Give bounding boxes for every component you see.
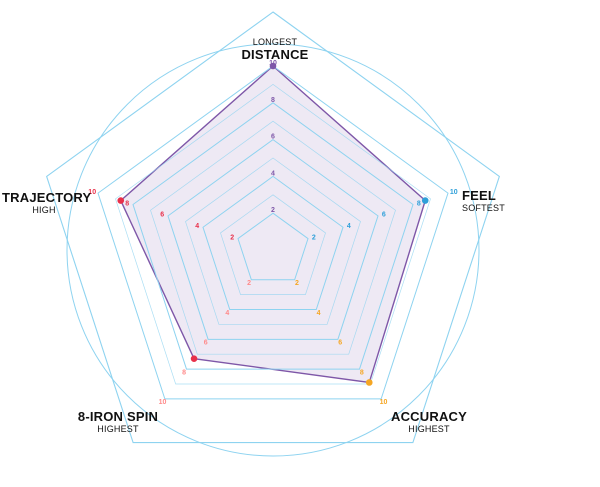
tick-label-trajectory-4: 4 [195,223,199,230]
outer-frame-circle [66,43,480,457]
tick-label-trajectory-2: 2 [230,234,234,241]
axis-label-accuracy: ACCURACY HIGHEST [384,409,474,434]
tick-label-feel-4: 4 [347,223,351,230]
tick-label-feel-2: 2 [312,234,316,241]
grid-ring-7 [150,120,396,355]
tick-label-accuracy-2: 2 [295,280,299,287]
tick-label-8-iron-spin-10: 10 [159,399,167,406]
axis-sub-8iron-spin: HIGHEST [97,424,139,434]
axis-label-feel: FEEL SOFTEST [462,188,505,213]
tick-label-accuracy-4: 4 [317,310,321,317]
tick-label-feel-6: 6 [382,212,386,219]
axis-name-8iron-spin: 8-IRON SPIN [77,409,159,424]
grid-ring-6 [167,138,379,340]
tick-label-accuracy-8: 8 [360,369,364,376]
outer-frame-pentagon [46,11,500,444]
axis-name-distance: DISTANCE [241,47,309,62]
tick-label-distance-6: 6 [271,134,275,141]
axis-name-accuracy: ACCURACY [391,409,467,424]
axis-sub-accuracy: HIGHEST [408,424,450,434]
tick-label-accuracy-10: 10 [380,399,388,406]
axis-label-trajectory: TRAJECTORY HIGH [2,190,92,215]
axis-name-feel: FEEL [462,188,497,203]
grid-ring-4 [202,175,344,311]
data-point-trajectory [117,197,125,204]
tick-label-distance-2: 2 [271,207,275,214]
tick-label-feel-10: 10 [450,189,458,196]
data-point-distance [269,62,277,70]
grid-ring-8 [132,102,414,370]
grid-ring-9 [115,83,431,385]
grid-ring-2 [237,212,309,281]
tick-label-8-iron-spin-6: 6 [204,340,208,347]
axis-name-trajectory: TRAJECTORY [2,190,92,205]
axis-sub-feel: SOFTEST [462,203,505,213]
series-area [120,65,426,384]
data-point-accuracy [365,379,373,386]
data-point-feel [421,197,429,204]
data-point-8-iron-spin [190,355,198,362]
axis-sub-distance: LONGEST [252,37,298,47]
axis-sub-trajectory: HIGH [32,205,56,215]
tick-label-feel-8: 8 [417,200,421,207]
grid-ring-3 [220,194,326,296]
axis-label-8iron-spin: 8-IRON SPIN HIGHEST [68,409,168,434]
axis-label-distance: LONGEST DISTANCE [230,37,320,62]
tick-label-distance-8: 8 [271,97,275,104]
grid-ring-5 [185,157,361,325]
tick-label-8-iron-spin-8: 8 [182,369,186,376]
tick-label-accuracy-6: 6 [338,340,342,347]
grid-ring-10 [97,65,449,400]
tick-label-trajectory-10: 10 [88,189,96,196]
tick-label-8-iron-spin-4: 4 [225,310,229,317]
tick-label-8-iron-spin-2: 2 [247,280,251,287]
tick-label-distance-4: 4 [271,170,275,177]
tick-label-trajectory-8: 8 [125,200,129,207]
tick-label-trajectory-6: 6 [160,212,164,219]
